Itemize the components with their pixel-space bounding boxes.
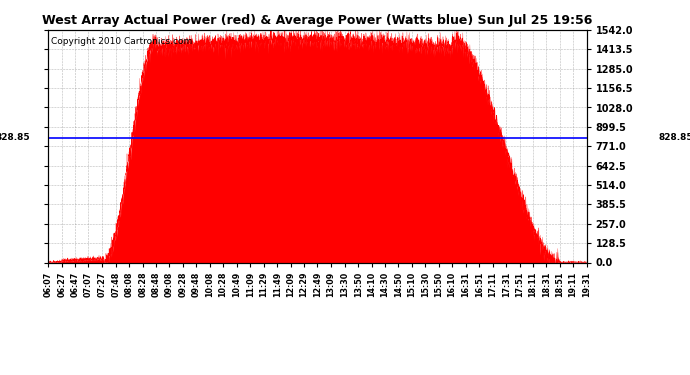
Text: 828.85: 828.85 (0, 133, 30, 142)
Text: 828.85: 828.85 (659, 133, 690, 142)
Text: Copyright 2010 Cartronics.com: Copyright 2010 Cartronics.com (51, 37, 193, 46)
Title: West Array Actual Power (red) & Average Power (Watts blue) Sun Jul 25 19:56: West Array Actual Power (red) & Average … (42, 15, 593, 27)
